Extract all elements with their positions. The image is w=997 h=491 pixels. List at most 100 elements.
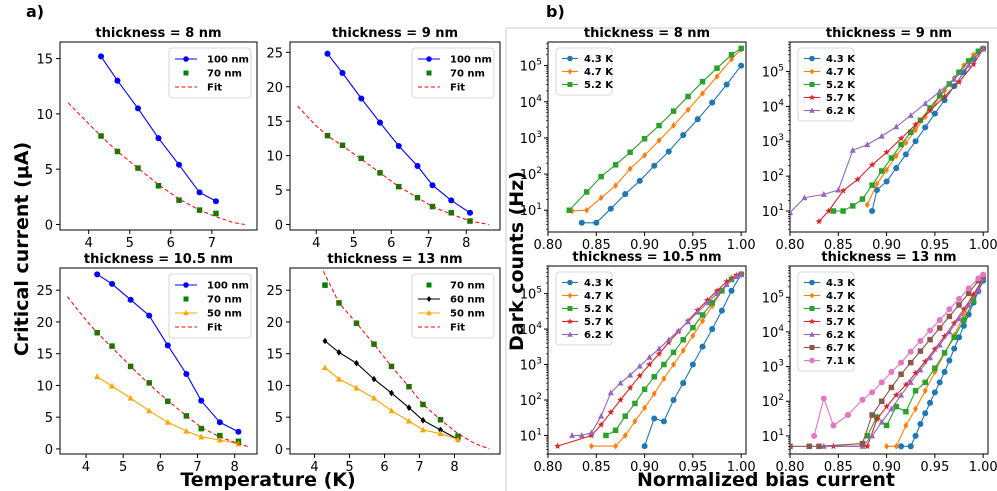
data-point xyxy=(790,209,794,216)
series-4-3-k xyxy=(641,271,745,450)
data-point xyxy=(656,345,663,352)
data-point xyxy=(809,345,815,350)
data-point xyxy=(183,296,189,302)
plot-area xyxy=(790,271,987,450)
data-point xyxy=(607,389,614,396)
data-point xyxy=(941,350,948,356)
legend-label: 4.3 K xyxy=(826,278,856,289)
y-tick-label: 102 xyxy=(762,393,784,410)
data-point xyxy=(448,197,455,204)
data-point xyxy=(723,277,731,285)
series-line xyxy=(581,65,742,224)
data-point xyxy=(699,312,706,318)
data-point xyxy=(869,207,876,215)
series-100-nm xyxy=(324,50,474,216)
legend-box xyxy=(168,273,252,339)
data-point xyxy=(426,282,432,288)
data-point xyxy=(898,391,905,398)
data-point xyxy=(438,426,443,434)
data-point xyxy=(883,422,890,429)
data-point xyxy=(183,56,189,62)
data-point xyxy=(893,123,900,130)
data-point xyxy=(566,207,572,213)
data-point xyxy=(94,373,101,380)
data-point xyxy=(922,379,928,386)
y-tick-label: 15 xyxy=(266,115,283,130)
legend-label: 5.7 K xyxy=(826,317,856,328)
data-point xyxy=(567,292,573,299)
legend-box xyxy=(555,271,613,346)
data-point xyxy=(927,336,933,343)
legend-box xyxy=(797,47,855,122)
data-point xyxy=(322,337,328,345)
legend-label: Fit xyxy=(450,323,465,334)
y-tick-label: 101 xyxy=(520,427,542,444)
data-point xyxy=(921,357,929,365)
series-6-2-k xyxy=(820,275,987,449)
data-point xyxy=(389,389,394,397)
data-point xyxy=(806,443,813,450)
data-point xyxy=(960,305,968,313)
legend-box xyxy=(411,273,495,339)
y-tick-label: 102 xyxy=(520,166,542,183)
data-point xyxy=(566,318,574,325)
data-point xyxy=(700,90,706,97)
data-point xyxy=(109,343,115,349)
data-point xyxy=(607,408,615,416)
data-point xyxy=(656,122,662,129)
data-point xyxy=(567,331,573,337)
legend-label: Fit xyxy=(207,83,222,94)
legend: 4.3 K 4.7 K 5.2 K 5.7 K 6.2 K xyxy=(797,47,856,122)
data-point xyxy=(358,95,365,102)
x-tick-label: 1.00 xyxy=(727,460,756,475)
data-point xyxy=(588,442,594,450)
y-tick-label: 25 xyxy=(266,284,283,299)
series-7-1-k xyxy=(811,271,987,439)
data-point xyxy=(931,110,938,117)
subplot-title: thickness = 8 nm xyxy=(95,26,221,41)
data-point xyxy=(406,404,412,411)
plot-frame xyxy=(547,41,747,233)
x-tick-label: 1.00 xyxy=(969,238,997,253)
y-tick-label: 10 xyxy=(36,379,53,394)
data-point xyxy=(951,345,958,352)
data-point xyxy=(164,342,171,349)
data-point xyxy=(723,81,730,88)
data-point xyxy=(690,324,696,331)
data-point xyxy=(714,65,720,71)
data-point xyxy=(135,165,141,171)
data-point xyxy=(859,196,866,202)
data-point xyxy=(801,194,808,201)
x-tick-label: 0.80 xyxy=(534,460,563,475)
data-point xyxy=(376,119,384,126)
data-point xyxy=(109,280,116,287)
data-point xyxy=(217,432,223,439)
legend-label: 50 nm xyxy=(450,309,485,320)
data-point xyxy=(830,422,837,429)
legend-label: 6.7 K xyxy=(826,343,856,354)
data-point xyxy=(955,334,963,341)
data-point xyxy=(699,78,706,85)
data-point xyxy=(216,436,223,443)
data-point xyxy=(613,182,619,189)
y-tick-label: 5 xyxy=(45,411,53,426)
data-point xyxy=(339,69,346,77)
data-point xyxy=(917,420,924,428)
data-point xyxy=(622,432,628,439)
legend-label: 4.7 K xyxy=(826,67,856,78)
data-point xyxy=(709,99,716,106)
data-point xyxy=(395,142,402,150)
data-point xyxy=(859,396,866,403)
series-fit xyxy=(67,102,245,225)
subplot-8: thickness = 13 nm 0.80 0.85 0.90 0.95 1.00 101… xyxy=(762,250,997,475)
x-tick-label: 0.90 xyxy=(630,238,659,253)
y-tick-label: 102 xyxy=(520,392,542,409)
data-point xyxy=(598,194,604,202)
data-point xyxy=(873,186,880,194)
data-point xyxy=(893,152,899,160)
data-point xyxy=(955,315,963,322)
plot-frame xyxy=(789,41,989,233)
y-tick-label: 103 xyxy=(520,357,542,374)
data-point xyxy=(869,389,876,396)
x-tick-label: 0.95 xyxy=(920,238,949,253)
